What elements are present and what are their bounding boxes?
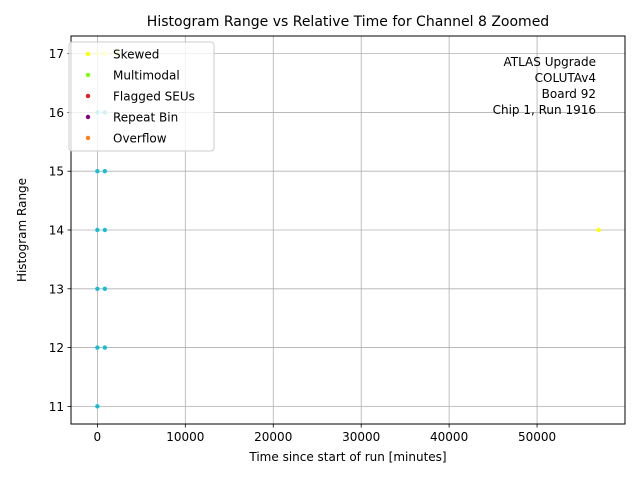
legend-box <box>68 41 215 152</box>
data-point <box>596 227 601 233</box>
x-axis-label: Time since start of run [minutes] <box>248 450 446 464</box>
y-tick-label: 11 <box>49 400 64 414</box>
y-tick-label: 12 <box>49 341 64 355</box>
annotation-block: ATLAS Upgrade COLUTAv4 Board 92 Chip 1, Run… <box>493 55 596 117</box>
x-tick-label: 30000 <box>342 430 380 444</box>
legend: Skewed Multimodal Flagged SEUs Repeat Bin Ov… <box>68 41 215 152</box>
data-point <box>95 286 100 291</box>
annotation-line: Board 92 <box>542 87 596 101</box>
annotation-line: ATLAS Upgrade <box>503 55 596 69</box>
data-point <box>95 345 100 350</box>
legend-marker <box>85 51 91 57</box>
y-axis-label: Histogram Range <box>15 178 29 282</box>
x-tick-label: 20000 <box>254 430 292 444</box>
legend-label: Flagged SEUs <box>113 90 195 104</box>
annotation-line: COLUTAv4 <box>535 71 596 85</box>
y-tick-label: 14 <box>49 224 64 238</box>
legend-marker <box>85 114 91 120</box>
x-tick-label: 40000 <box>430 430 468 444</box>
x-tick-label: 0 <box>94 430 102 444</box>
data-point <box>102 169 108 174</box>
data-point <box>95 404 100 409</box>
x-tick-label: 10000 <box>166 430 204 444</box>
y-tick-label: 17 <box>49 47 64 61</box>
legend-label: Overflow <box>113 132 167 146</box>
x-tick-label: 50000 <box>518 430 556 444</box>
legend-label: Skewed <box>113 48 159 62</box>
y-tick-label: 15 <box>49 165 64 179</box>
y-tick-label: 13 <box>49 282 64 296</box>
legend-marker <box>85 72 91 78</box>
data-point <box>102 227 108 233</box>
data-point <box>95 169 100 174</box>
legend-label: Multimodal <box>113 69 180 83</box>
legend-marker <box>85 135 91 141</box>
chart-title: Histogram Range vs Relative Time for Cha… <box>147 14 549 30</box>
annotation-line: Chip 1, Run 1916 <box>493 103 596 117</box>
legend-marker <box>85 93 91 99</box>
data-point <box>95 227 100 233</box>
data-point <box>102 286 108 291</box>
y-tick-label: 16 <box>49 106 64 120</box>
axis-ticks: 0 10000 20000 30000 40000 50000 11 12 13 14 15 16 17 <box>49 47 556 444</box>
data-point <box>102 345 108 350</box>
legend-label: Repeat Bin <box>113 111 178 125</box>
